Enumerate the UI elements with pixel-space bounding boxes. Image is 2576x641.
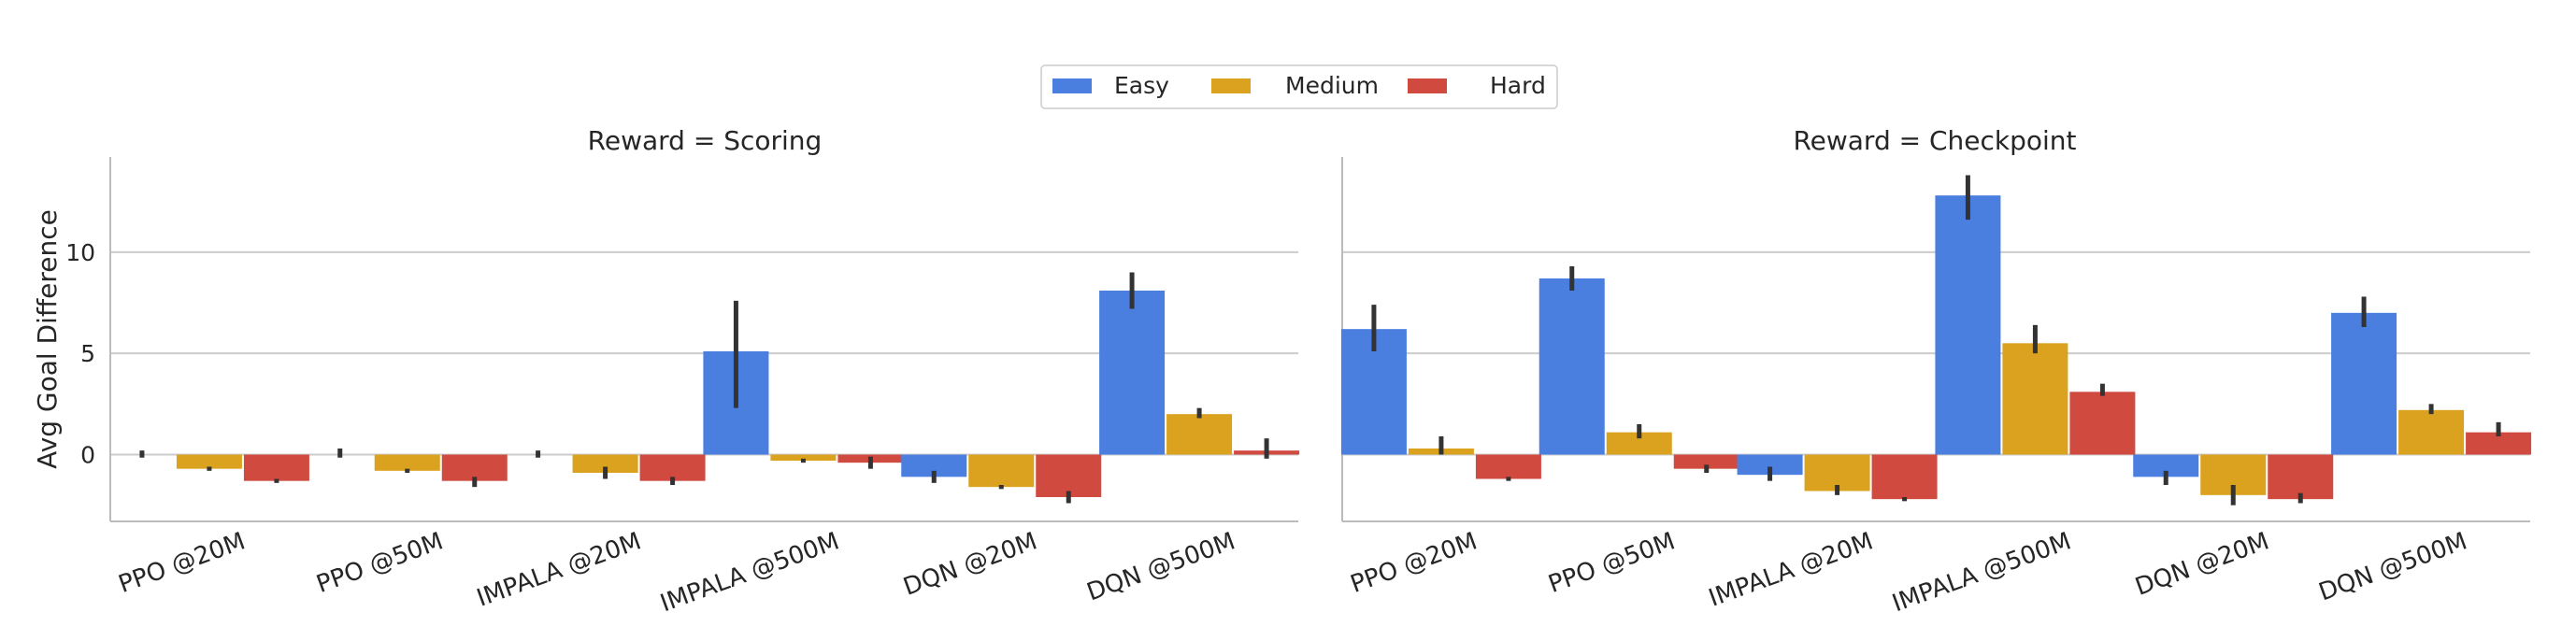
bar-easy-dqn-20m: [2133, 454, 2199, 477]
x-tick-label-impala-500m: IMPALA @500M: [657, 527, 843, 618]
legend-label-hard: Hard: [1490, 72, 1546, 99]
bar-hard-impala-20m: [1871, 454, 1938, 500]
x-tick-label-impala-20m: IMPALA @20M: [1705, 527, 1877, 612]
x-tick-label-impala-500m: IMPALA @500M: [1889, 527, 2075, 618]
bar-easy-dqn-500m: [1099, 291, 1166, 455]
bar-hard-ppo-20m: [243, 454, 309, 481]
bar-medium-dqn-500m: [1166, 414, 1233, 455]
panel-title-checkpoint: Reward = Checkpoint: [1793, 125, 2076, 156]
bar-medium-ppo-50m: [1606, 432, 1672, 455]
bar-medium-impala-20m: [572, 454, 638, 473]
bar-hard-ppo-50m: [441, 454, 508, 481]
y-tick-label: 5: [80, 340, 95, 367]
bar-medium-impala-500m: [770, 454, 837, 461]
x-tick-label-ppo-20m: PPO @20M: [1347, 527, 1481, 599]
bar-medium-ppo-20m: [176, 454, 242, 469]
x-tick-label-dqn-20m: DQN @20M: [900, 527, 1041, 601]
bar-easy-impala-20m: [1737, 454, 1803, 476]
x-tick-label-dqn-500m: DQN @500M: [2315, 527, 2470, 606]
y-tick-label: 0: [80, 442, 95, 469]
legend-swatch-hard: [1408, 78, 1447, 93]
legend-swatch-medium: [1211, 78, 1251, 93]
bar-medium-ppo-50m: [374, 454, 440, 471]
legend-label-medium: Medium: [1285, 72, 1379, 99]
legend-label-easy: Easy: [1114, 72, 1169, 99]
panel-checkpoint: Reward = Checkpoint PPO @20M PPO @50M IMPA…: [1340, 125, 2532, 618]
x-tick-label-dqn-20m: DQN @20M: [2132, 527, 2273, 601]
bar-hard-impala-500m: [2069, 392, 2136, 455]
y-tick-label: 10: [65, 239, 95, 266]
panel-scoring: Reward = Scoring 0 5 10 PPO @20M PPO @50M IMP…: [65, 125, 1300, 618]
panel-title-scoring: Reward = Scoring: [588, 125, 823, 156]
legend-swatch-easy: [1052, 78, 1092, 93]
bar-hard-ppo-50m: [1673, 454, 1739, 469]
x-tick-label-ppo-20m: PPO @20M: [115, 527, 249, 599]
bar-medium-impala-500m: [2002, 343, 2068, 455]
bar-easy-impala-500m: [1935, 195, 2001, 455]
bar-hard-dqn-20m: [1036, 454, 1102, 497]
bar-medium-dqn-20m: [968, 454, 1035, 488]
bar-medium-dqn-500m: [2398, 409, 2465, 455]
bar-hard-dqn-20m: [2268, 454, 2334, 500]
y-axis-label: Avg Goal Difference: [32, 209, 63, 469]
bar-easy-ppo-50m: [1538, 278, 1605, 455]
bar-easy-dqn-20m: [901, 454, 967, 477]
x-tick-label-ppo-50m: PPO @50M: [313, 527, 447, 599]
legend: Easy Medium Hard: [1040, 64, 1558, 109]
bar-hard-ppo-20m: [1475, 454, 1541, 479]
x-tick-label-dqn-500m: DQN @500M: [1083, 527, 1238, 606]
bar-hard-dqn-500m: [2466, 432, 2532, 455]
bar-easy-dqn-500m: [2331, 312, 2397, 455]
x-tick-label-impala-20m: IMPALA @20M: [473, 527, 645, 612]
x-tick-label-ppo-50m: PPO @50M: [1545, 527, 1679, 599]
legend-frame: [1040, 64, 1558, 109]
bar-hard-impala-20m: [639, 454, 706, 481]
